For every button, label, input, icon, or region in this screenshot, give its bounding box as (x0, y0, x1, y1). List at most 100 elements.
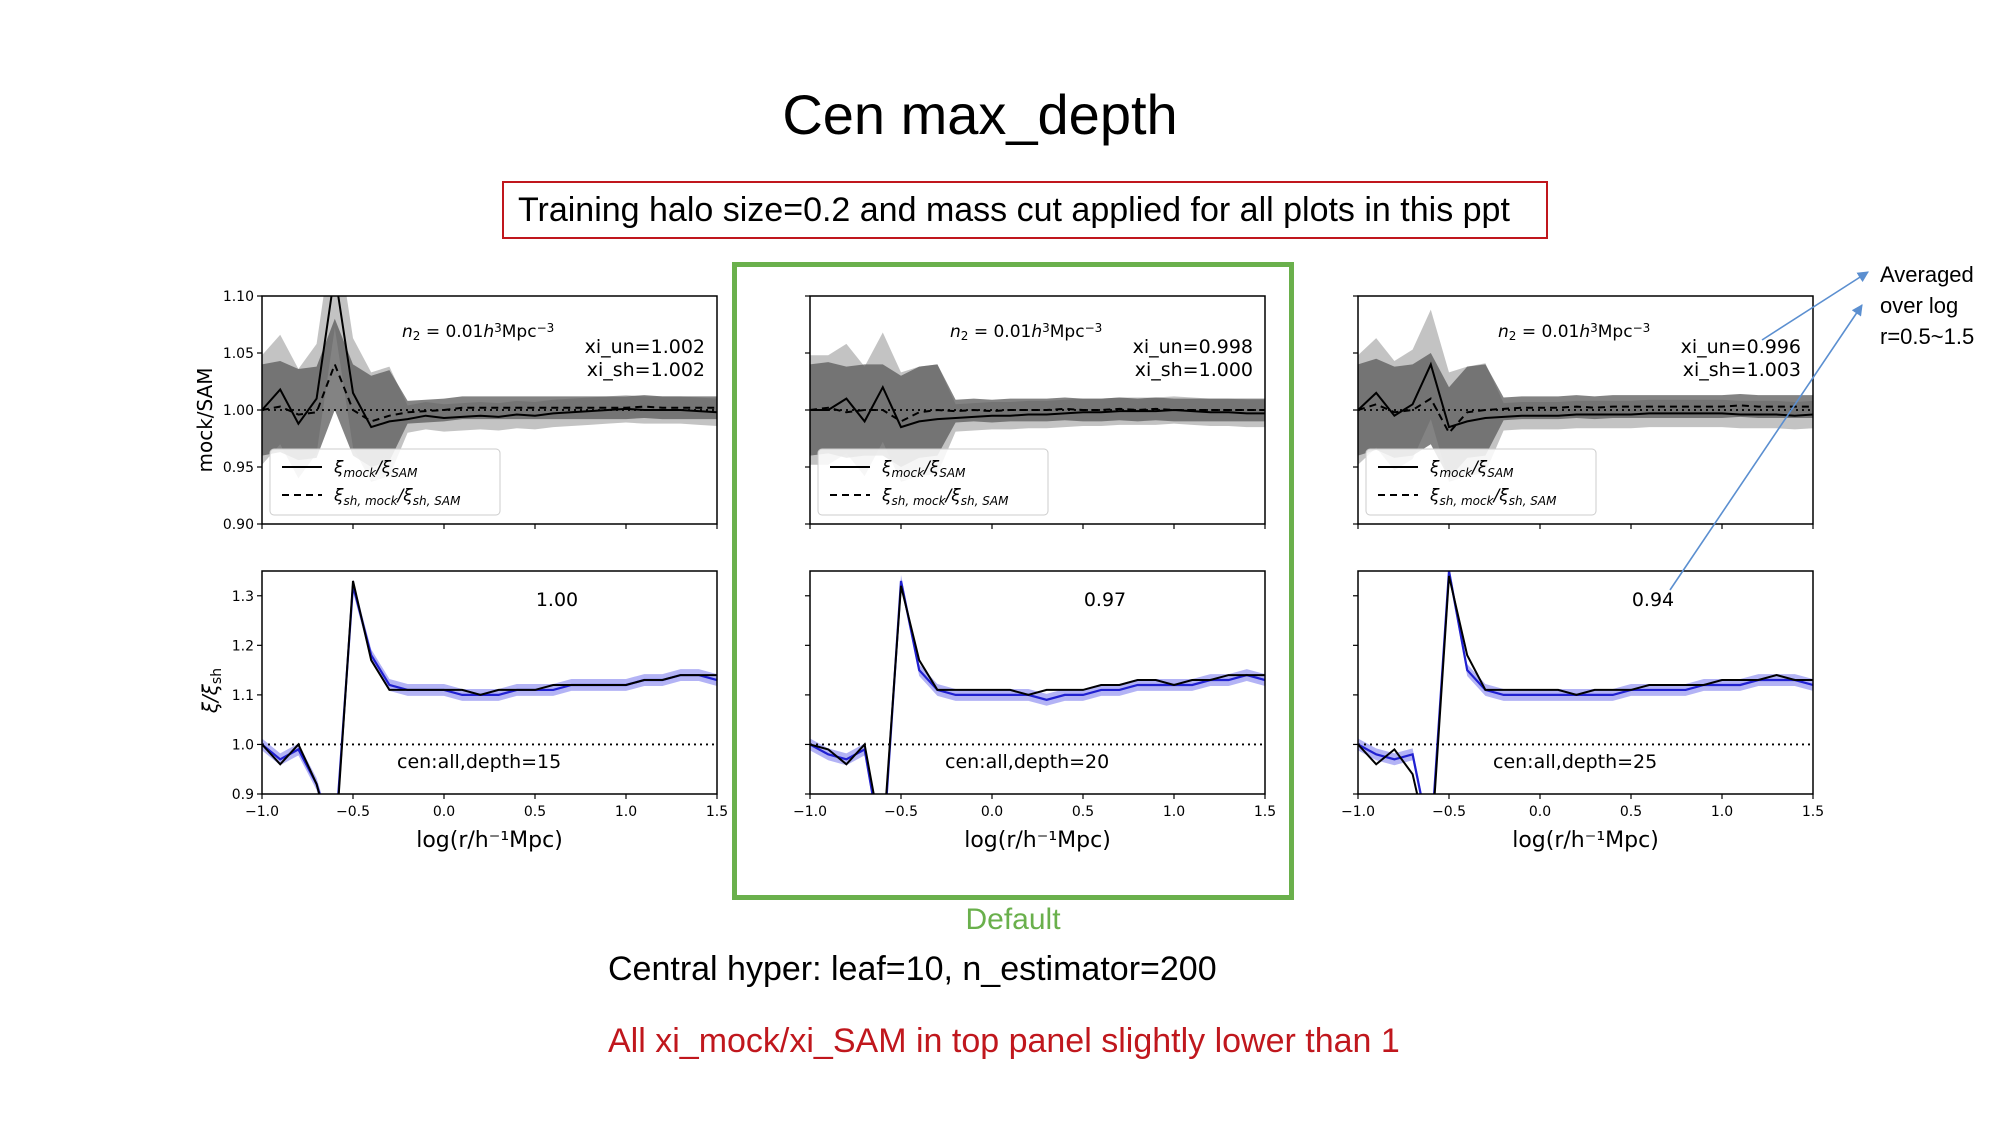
shuffled-ratio-line (262, 361, 717, 423)
annotation-arrow (1669, 304, 1863, 591)
legend-entry: ξsh, mock/ξsh, SAM (333, 486, 461, 508)
legend-entry-part: ξ (1429, 486, 1440, 506)
legend-entry-part: SAM (939, 466, 966, 480)
density-label-part: n (1498, 322, 1509, 342)
sam-line (810, 585, 1265, 794)
density-label-part: 2 (413, 329, 421, 343)
default-label: Default (965, 903, 1061, 936)
conclusion-text: All xi_mock/xi_SAM in top panel slightly… (608, 1022, 1400, 1060)
slide-title: Cen max_depth (782, 83, 1178, 146)
plot-frame (809, 570, 1266, 795)
ratio-plot-area (810, 332, 1265, 482)
legend-entry-part: mock (343, 466, 377, 480)
density-label-part: = 0.01 (1516, 322, 1579, 342)
mock-ratio-line (262, 296, 717, 429)
y-axis-label-part: ξ/ξ (198, 683, 222, 714)
averaged-value-label: 0.97 (1084, 589, 1126, 611)
legend-entry-part: /ξ (396, 486, 414, 506)
annotation-line: over log (1880, 293, 1959, 318)
legend-entry-part: ξ (881, 486, 892, 506)
legend-box (1365, 448, 1597, 516)
y-tick-label: 1.1 (232, 688, 254, 704)
legend-entry: ξsh, mock/ξsh, SAM (881, 486, 1009, 508)
y-tick-label: 0.9 (232, 787, 254, 803)
mock-line (262, 585, 717, 794)
xi-un-label: xi_un=1.002 (585, 336, 705, 358)
y-tick-label: 1.3 (232, 589, 254, 605)
averaged-value-label: 0.94 (1632, 589, 1674, 611)
y-tick-label: 1.05 (223, 346, 254, 362)
density-label-part: 3 (494, 321, 502, 335)
density-label: n2 = 0.01h3Mpc−3 (402, 321, 554, 343)
legend-entry-part: ξ (333, 458, 344, 478)
y-tick-label: 1.2 (232, 638, 254, 654)
density-label-part: n (950, 322, 961, 342)
legend-entry: ξmock/ξSAM (1429, 458, 1514, 480)
legend-entry-part: /ξ (1492, 486, 1510, 506)
hyper-parameter-text: Central hyper: leaf=10, n_estimator=200 (608, 950, 1217, 988)
mock-ratio-line (1358, 361, 1813, 429)
legend-entry-part: ξ (881, 458, 892, 478)
legend-entry-part: ξ (333, 486, 344, 506)
mock-line (810, 580, 1265, 794)
density-label-part: −3 (1085, 321, 1103, 335)
sam-line (262, 580, 717, 794)
density-label: n2 = 0.01h3Mpc−3 (950, 321, 1102, 343)
legend-entry-part: sh, mock (1439, 494, 1494, 508)
y-axis-label: ξ/ξsh (198, 668, 225, 714)
x-tick-label: 1.5 (706, 804, 728, 820)
legend-entry-part: SAM (391, 466, 418, 480)
ratio-sh-plot-area (810, 574, 1265, 794)
model-error-band (810, 574, 1265, 794)
x-tick-label: 0.5 (1620, 804, 1642, 820)
xi-sh-label: xi_sh=1.002 (587, 359, 705, 381)
plot-frame (261, 570, 718, 795)
mock-line (1358, 571, 1813, 794)
y-tick-label: 1.10 (223, 289, 254, 305)
x-tick-label: 1.0 (1163, 804, 1185, 820)
density-label-part: 3 (1042, 321, 1050, 335)
density-label-part: h (1579, 322, 1590, 342)
legend-box (817, 448, 1049, 516)
x-axis-label: log(r/h⁻¹Mpc) (964, 828, 1111, 853)
ratio-sh-plot-area (262, 579, 717, 794)
density-label-part: h (1031, 322, 1042, 342)
panel-config-label: cen:all,depth=25 (1493, 751, 1657, 773)
legend-entry-part: mock (891, 466, 925, 480)
legend-entry-part: sh, SAM (1509, 494, 1557, 508)
density-label: n2 = 0.01h3Mpc−3 (1498, 321, 1650, 343)
legend-entry-part: /ξ (922, 458, 940, 478)
legend-entry-part: sh, mock (343, 494, 398, 508)
x-tick-label: 1.5 (1802, 804, 1824, 820)
y-axis-label-part: sh (209, 668, 225, 684)
averaged-value-label: 1.00 (536, 589, 578, 611)
x-tick-label: −1.0 (793, 804, 827, 820)
density-label-part: Mpc (502, 322, 537, 342)
xi-un-label: xi_un=0.998 (1133, 336, 1253, 358)
model-error-band (1358, 571, 1813, 794)
density-label-part: Mpc (1598, 322, 1633, 342)
panel-config-label: cen:all,depth=15 (397, 751, 561, 773)
legend-entry: ξmock/ξSAM (333, 458, 418, 480)
annotation-arrow (1761, 271, 1869, 341)
x-tick-label: 0.0 (433, 804, 455, 820)
density-label-part: h (483, 322, 494, 342)
density-label-part: −3 (1633, 321, 1651, 335)
density-label-part: 2 (1509, 329, 1517, 343)
y-tick-label: 1.00 (223, 403, 254, 419)
legend-entry-part: /ξ (944, 486, 962, 506)
x-tick-label: 0.0 (1529, 804, 1551, 820)
x-tick-label: −0.5 (1432, 804, 1466, 820)
note-box: Training halo size=0.2 and mass cut appl… (502, 181, 1548, 239)
density-label-part: 3 (1590, 321, 1598, 335)
plot-frame (1357, 570, 1814, 795)
legend-entry-part: ξ (1429, 458, 1440, 478)
annotation-line: r=0.5~1.5 (1880, 324, 1975, 349)
panel-config-label: cen:all,depth=20 (945, 751, 1109, 773)
ratio-sh-panel: −1.0 −0.5 0.0 0.5 1.0 1.5 log(r/h⁻¹Mpc) 0.94 cen… (1341, 570, 1824, 853)
density-label-part: = 0.01 (420, 322, 483, 342)
